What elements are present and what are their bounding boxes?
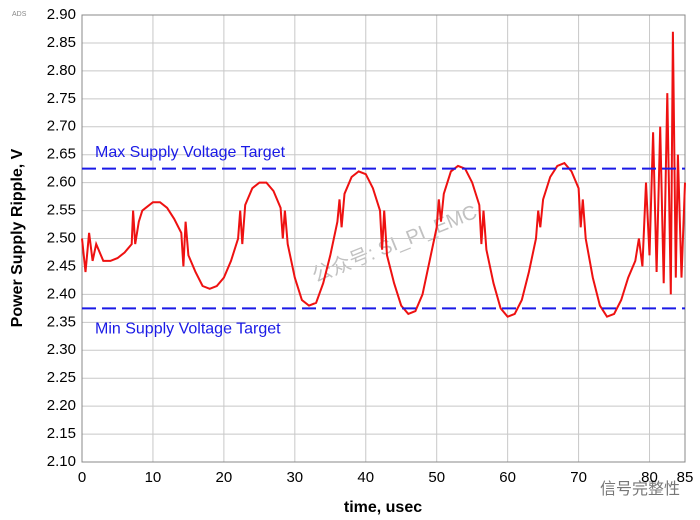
y-tick-label: 2.60	[47, 174, 76, 191]
x-tick-label: 80	[641, 469, 658, 486]
x-tick-label: 10	[145, 469, 162, 486]
x-tick-label: 30	[286, 469, 303, 486]
y-tick-label: 2.20	[47, 397, 76, 414]
y-axis-label: Power Supply Ripple, V	[9, 148, 26, 327]
x-tick-label: 85	[677, 469, 694, 486]
y-tick-label: 2.65	[47, 146, 76, 163]
y-tick-label: 2.30	[47, 341, 76, 358]
x-tick-label: 40	[357, 469, 374, 486]
y-tick-label: 2.40	[47, 285, 76, 302]
reference-label: Min Supply Voltage Target	[95, 321, 281, 338]
y-tick-label: 2.15	[47, 425, 76, 442]
y-tick-label: 2.35	[47, 313, 76, 330]
x-tick-label: 50	[428, 469, 445, 486]
y-tick-label: 2.10	[47, 453, 76, 470]
x-axis-label: time, usec	[344, 499, 422, 516]
y-tick-label: 2.75	[47, 90, 76, 107]
watermark: 信号完整性	[600, 480, 680, 498]
x-tick-label: 20	[216, 469, 233, 486]
x-tick-label: 0	[78, 469, 86, 486]
data-line	[81, 31, 686, 318]
watermark: 公众号: SI_PI_EMC	[309, 200, 480, 287]
x-tick-label: 60	[499, 469, 516, 486]
y-tick-label: 2.70	[47, 118, 76, 135]
y-tick-label: 2.80	[47, 62, 76, 79]
y-tick-label: 2.90	[47, 6, 76, 23]
x-tick-label: 70	[570, 469, 587, 486]
y-tick-label: 2.55	[47, 202, 76, 219]
y-tick-label: 2.25	[47, 369, 76, 386]
y-tick-label: 2.85	[47, 34, 76, 51]
y-tick-label: 2.50	[47, 229, 76, 246]
y-tick-label: 2.45	[47, 257, 76, 274]
badge: ADS	[12, 11, 27, 18]
reference-label: Max Supply Voltage Target	[95, 144, 286, 161]
